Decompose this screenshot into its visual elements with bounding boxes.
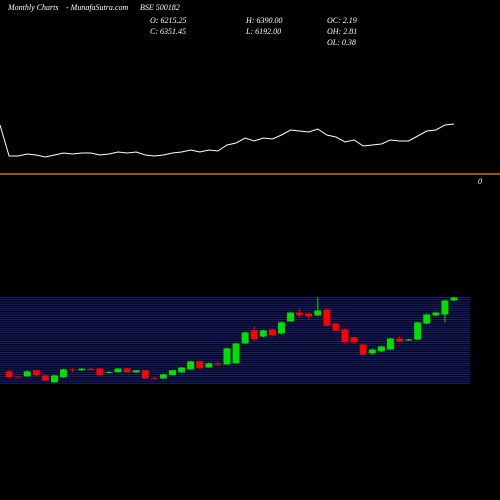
candle-body (187, 361, 195, 370)
indicator-line (0, 123, 455, 158)
candle-body (377, 346, 385, 352)
candle-body (23, 371, 31, 377)
candle-body (359, 344, 367, 355)
candle-body (205, 363, 213, 368)
high: H: 6390.00 (245, 16, 282, 25)
symbol: BSE 500182 (140, 3, 180, 12)
candle-body (132, 370, 140, 373)
candle-body (141, 370, 149, 379)
candle-body (14, 376, 22, 378)
candle-body (60, 369, 68, 378)
candle-body (287, 312, 295, 322)
open: O: 6215.25 (150, 16, 186, 25)
candle-body (69, 369, 77, 371)
candle-body (405, 339, 413, 341)
candle-body (50, 375, 58, 383)
candle-body (78, 368, 86, 371)
candle-body (241, 332, 249, 344)
candle-body (159, 374, 167, 379)
candle-body (441, 300, 449, 315)
candle-body (268, 329, 276, 336)
candle-body (178, 367, 186, 373)
candle-body (87, 368, 95, 370)
candle-body (196, 361, 204, 369)
candle-body (277, 322, 285, 334)
low: L: 6192.00 (245, 27, 281, 36)
candle-body (332, 323, 340, 331)
candle-body (32, 370, 40, 376)
ol: OL: 0.38 (327, 38, 356, 47)
source: - MunafaSutra.com (66, 3, 128, 12)
candle-body (123, 368, 131, 373)
y-tick-label: 0 (478, 177, 482, 186)
candle-body (114, 368, 122, 373)
candle-body (314, 310, 322, 316)
candle-body (150, 378, 158, 380)
candle-body (232, 343, 240, 364)
period: Monthly Charts (7, 3, 58, 12)
candle-body (250, 330, 258, 340)
candle-body (259, 330, 267, 337)
candle-body (414, 322, 422, 340)
candle-body (350, 337, 358, 343)
oc: OC: 2.19 (327, 16, 357, 25)
candle-body (323, 309, 331, 326)
candle-body (450, 297, 458, 301)
candle-body (305, 313, 313, 317)
candle-body (368, 349, 376, 354)
candle-body (341, 329, 349, 343)
candle-body (396, 338, 404, 342)
candle-body (296, 312, 304, 316)
candle-body (432, 312, 440, 316)
candle-body (105, 371, 113, 373)
candle-body (386, 338, 394, 350)
close: C: 6351.45 (150, 27, 186, 36)
oh: OH: 2.81 (327, 27, 357, 36)
candle-body (223, 348, 231, 365)
candle-body (214, 363, 222, 365)
candle-body (5, 371, 13, 378)
candle-body (96, 368, 104, 376)
candle-body (169, 370, 177, 376)
candle-body (41, 375, 49, 381)
candle-body (423, 314, 431, 324)
